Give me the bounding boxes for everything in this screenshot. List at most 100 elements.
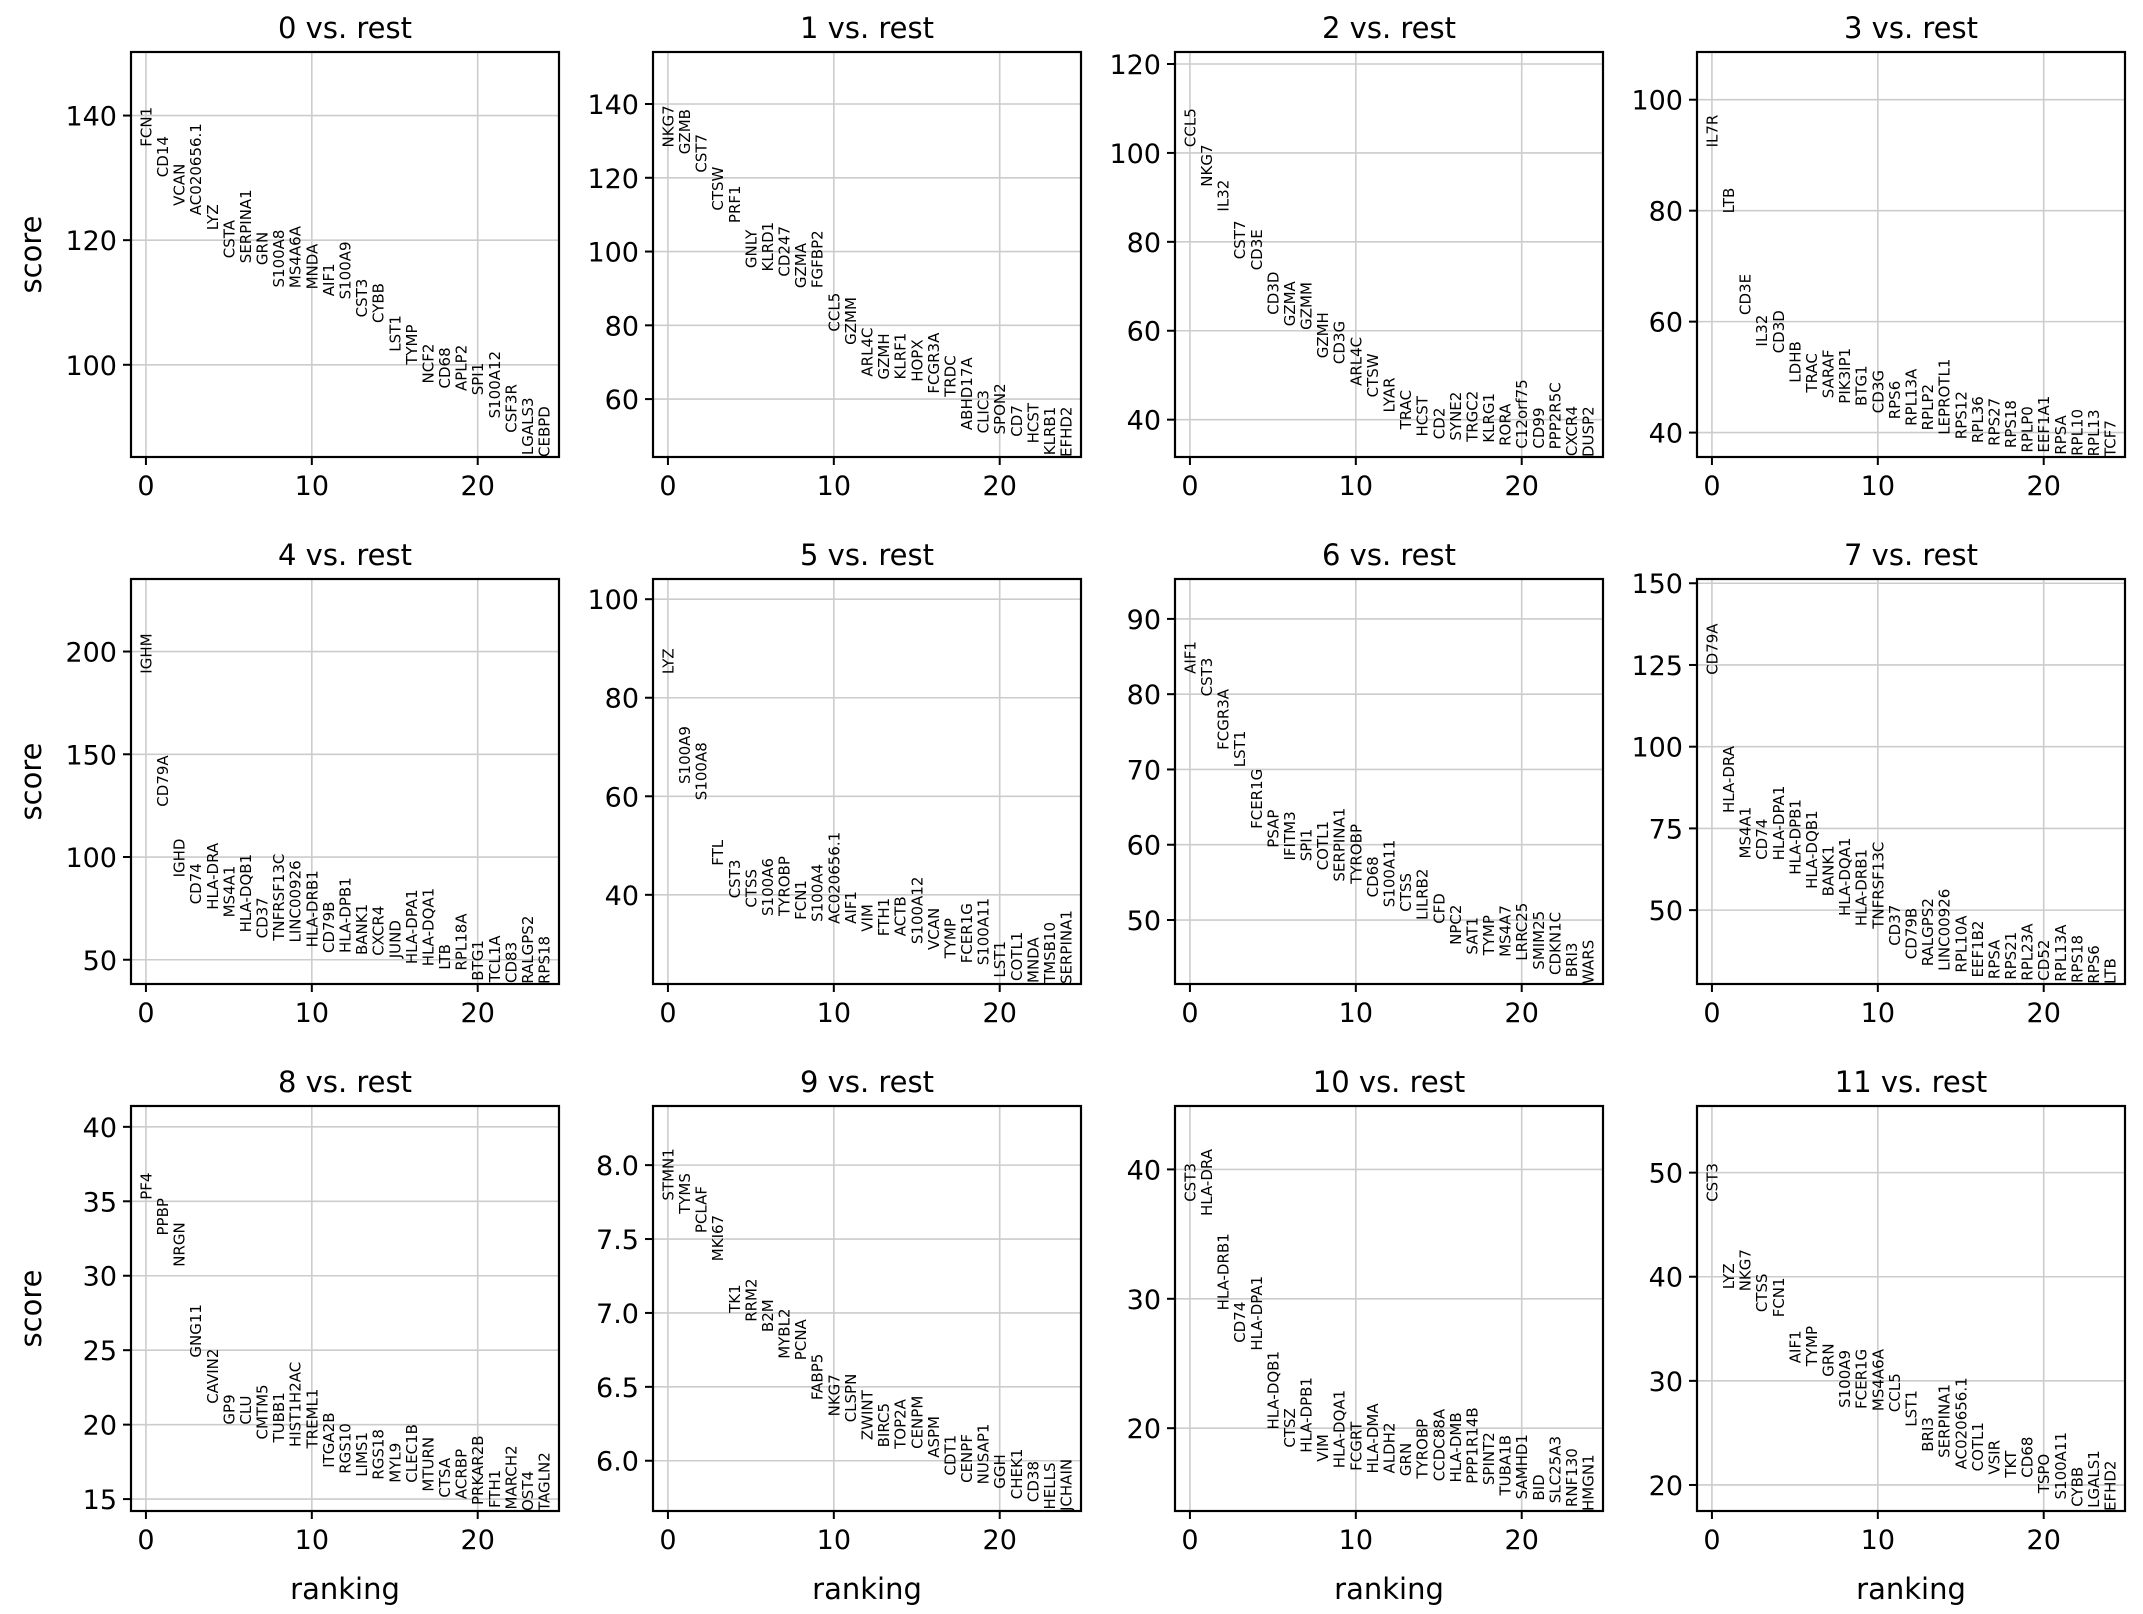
- y-tick-label: 75: [1649, 814, 1683, 845]
- gene-label: GZMH: [875, 333, 893, 379]
- gene-label: RNF130: [1563, 1448, 1581, 1507]
- gene-label: BRI3: [1563, 943, 1581, 978]
- x-tick-label: 10: [1339, 471, 1373, 502]
- gene-label: CST7: [693, 134, 711, 173]
- gene-label: TCF7: [2102, 420, 2120, 458]
- gene-label: CD2: [1430, 408, 1448, 440]
- gene-label: CD79B: [1903, 908, 1921, 959]
- gene-label: EEF1B2: [1969, 921, 1987, 978]
- y-tick-label: 100: [65, 351, 117, 382]
- gene-label: LDHB: [1786, 341, 1804, 382]
- gene-label: MS4A7: [1497, 905, 1515, 957]
- gene-label: IGHM: [137, 633, 155, 673]
- gene-label: HLA-DRB1: [303, 870, 321, 947]
- gene-label: GNLY: [742, 229, 760, 268]
- gene-label: RPL18A: [453, 913, 471, 971]
- gene-label: FCER1G: [958, 903, 976, 963]
- x-tick-label: 0: [1181, 471, 1198, 502]
- gene-label: IFITM3: [1281, 811, 1299, 860]
- y-tick-label: 30: [1127, 1285, 1161, 1316]
- x-tick-label: 20: [2027, 471, 2061, 502]
- gene-label: GRN: [1397, 1443, 1415, 1476]
- gene-label: B2M: [759, 1299, 777, 1332]
- gene-label: RPSA: [1985, 939, 2003, 979]
- gene-label: ABHD17A: [958, 357, 976, 430]
- gene-label: IL7R: [1703, 115, 1721, 148]
- gene-labels: FCN1CD14VCANAC020656.1LYZCSTASERPINA1GRN…: [137, 107, 553, 457]
- panel-title: 2 vs. rest: [1322, 11, 1456, 45]
- gene-label: RALGPS2: [1919, 898, 1937, 966]
- gene-label: TK1: [726, 1284, 744, 1314]
- y-tick-label: 40: [605, 881, 639, 912]
- x-axis-label: ranking: [812, 1572, 922, 1606]
- gene-label: CD79A: [154, 755, 172, 807]
- gene-label: COTL1: [1314, 821, 1332, 870]
- gene-label: TCL1A: [486, 935, 504, 984]
- gene-label: RPS18: [2068, 935, 2086, 983]
- gene-label: CTSS: [1397, 873, 1415, 912]
- y-tick-label: 140: [587, 90, 639, 121]
- gene-label: HELLS: [1041, 1463, 1059, 1510]
- gene-label: AIF1: [842, 891, 860, 924]
- gene-label: MNDA: [1024, 937, 1042, 983]
- gene-label: SARAF: [1820, 349, 1838, 398]
- gene-label: SERPINA1: [1058, 910, 1076, 984]
- axes-frame: [1173, 50, 1605, 459]
- panel-7: 7 vs. restCD79AHLA-DRAMS4A1CD74HLA-DPA1H…: [1631, 538, 2127, 1029]
- y-tick-label: 35: [83, 1187, 117, 1218]
- y-tick-label: 7.5: [596, 1225, 639, 1256]
- y-tick-label: 20: [1649, 1471, 1683, 1502]
- gene-labels: AIF1CST3FCGR3ALST1FCER1GPSAPIFITM3SPI1CO…: [1181, 641, 1597, 984]
- gene-label: HLA-DPB1: [337, 877, 355, 953]
- gene-label: JUND: [386, 920, 404, 959]
- gene-label: HLA-DQB1: [237, 854, 255, 933]
- gene-label: LYAR: [1381, 377, 1399, 412]
- gene-label: PIK3IP1: [1836, 348, 1854, 404]
- gene-label: CCDC88A: [1430, 1408, 1448, 1481]
- gene-label: S100A9: [676, 726, 694, 784]
- gene-label: BTG1: [1853, 365, 1871, 406]
- panel-grid: 0 vs. restFCN1CD14VCANAC020656.1LYZCSTAS…: [14, 11, 2127, 1606]
- gene-label: LST1: [386, 315, 404, 352]
- gene-label: CLSPN: [842, 1374, 860, 1423]
- gene-label: HLA-DRB1: [1215, 1233, 1233, 1310]
- gene-label: TYMP: [1803, 1326, 1821, 1367]
- gene-label: CD74: [1753, 819, 1771, 860]
- gene-label: CD74: [1231, 1302, 1249, 1343]
- x-tick-label: 0: [1703, 1525, 1720, 1556]
- y-tick-label: 120: [1109, 50, 1161, 81]
- gene-label: HLA-DRA: [204, 842, 222, 910]
- gene-label: HCST: [1024, 402, 1042, 443]
- panel-4: 4 vs. restIGHMCD79AIGHDCD74HLA-DRAMS4A1H…: [14, 538, 561, 1029]
- y-tick-label: 120: [65, 226, 117, 257]
- y-tick-label: 100: [1631, 86, 1683, 117]
- gene-label: CMTM5: [254, 1384, 272, 1439]
- gene-label: RALGPS2: [519, 916, 537, 984]
- gene-label: FCER1G: [1853, 1349, 1871, 1409]
- gene-label: CLEC1B: [403, 1424, 421, 1483]
- gene-label: S100A8: [270, 230, 288, 288]
- gene-label: AIF1: [320, 263, 338, 296]
- gene-label: TSPO: [2035, 1454, 2053, 1495]
- x-tick-label: 0: [659, 998, 676, 1029]
- gene-label: S100A11: [975, 898, 993, 966]
- gene-label: CD3G: [1331, 321, 1349, 364]
- y-tick-label: 60: [605, 385, 639, 416]
- gene-label: CD247: [776, 226, 794, 277]
- gene-label: CENPM: [908, 1396, 926, 1449]
- gene-label: ASPM: [925, 1416, 943, 1458]
- gene-label: FTH1: [486, 1470, 504, 1508]
- gene-label: TRAC: [1803, 353, 1821, 393]
- gene-label: SPI1: [1298, 829, 1316, 862]
- gene-label: CD68: [436, 347, 454, 388]
- gene-label: CLIC3: [975, 390, 993, 433]
- gene-label: HCST: [1414, 395, 1432, 436]
- gene-label: CD3D: [1770, 310, 1788, 353]
- grid: [1175, 52, 1603, 457]
- gene-label: CST3: [726, 860, 744, 899]
- gene-label: GZMM: [842, 297, 860, 345]
- gene-label: COTL1: [1969, 1422, 1987, 1471]
- gene-label: LTB: [1720, 188, 1738, 214]
- gene-label: LST1: [991, 941, 1009, 978]
